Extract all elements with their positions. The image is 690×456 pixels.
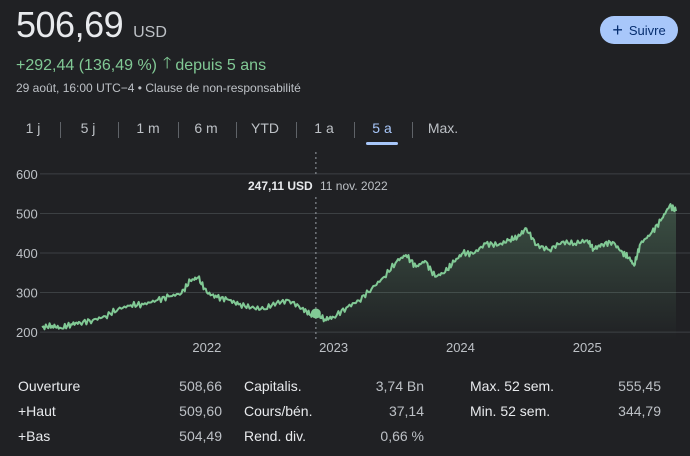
tab-divider — [236, 122, 237, 138]
chart-tooltip: 247,11 USD 11 nov. 2022 — [240, 175, 396, 197]
stat-label-pe: Cours/bén. — [244, 403, 313, 419]
plus-icon: + — [612, 20, 623, 40]
tab-1m[interactable]: 1 m — [136, 120, 160, 136]
stat-value-52w-low: 344,79 — [618, 403, 661, 419]
chart-series-line — [41, 203, 677, 331]
price-change: +292,44 (136,49 %) 🡑 depuis 5 ans — [16, 52, 266, 79]
tab-divider — [412, 122, 413, 138]
range-tabs: 1 j 5 j 1 m 6 m YTD 1 a 5 a Max. — [0, 116, 690, 145]
chart-area-fill — [315, 204, 676, 340]
change-value: +292,44 (136,49 %) — [16, 56, 157, 74]
timestamp: 29 août, 16:00 UTC−4 — [16, 81, 135, 95]
tab-divider — [354, 122, 355, 138]
follow-label: Suivre — [628, 22, 666, 38]
tab-6m[interactable]: 6 m — [194, 120, 218, 136]
y-tick-label: 500 — [16, 206, 38, 221]
tab-divider — [118, 122, 119, 138]
stat-label-dividend: Rend. div. — [244, 428, 306, 444]
arrow-up-icon: 🡑 — [163, 55, 172, 72]
stat-label-52w-high: Max. 52 sem. — [470, 378, 555, 394]
stat-label-low: +Bas — [18, 428, 51, 444]
stat-label-open: Ouverture — [18, 378, 81, 394]
separator-dot: • — [137, 81, 142, 95]
tooltip-date: 11 nov. 2022 — [320, 179, 388, 193]
follow-button[interactable]: + Suivre — [600, 16, 678, 44]
y-tick-label: 400 — [16, 246, 38, 261]
tooltip-value: 247,11 USD — [248, 179, 313, 193]
tab-1a[interactable]: 1 a — [314, 120, 334, 136]
x-tick-label: 2022 — [192, 340, 221, 355]
currency-label: USD — [133, 24, 167, 41]
y-axis-labels: 200 300 400 500 600 — [16, 167, 38, 340]
change-period: depuis 5 ans — [175, 56, 267, 74]
stat-value-market-cap: 3,74 Bn — [375, 378, 424, 394]
stat-value-low: 504,49 — [179, 428, 222, 444]
tab-ytd[interactable]: YTD — [251, 120, 279, 136]
stat-value-high: 509,60 — [179, 403, 222, 419]
x-axis-labels: 2022 2023 2024 2025 — [192, 340, 601, 355]
tab-5a[interactable]: 5 a — [366, 116, 398, 145]
tab-divider — [60, 122, 61, 138]
meta-line: 29 août, 16:00 UTC−4 • Clause de non-res… — [16, 81, 301, 95]
x-tick-label: 2023 — [319, 340, 348, 355]
stat-value-open: 508,66 — [179, 378, 222, 394]
stat-label-market-cap: Capitalis. — [244, 378, 302, 394]
stat-value-dividend: 0,66 % — [380, 428, 424, 444]
highlight-point — [310, 308, 321, 319]
y-tick-label: 300 — [16, 286, 38, 301]
tab-divider — [178, 122, 179, 138]
price-chart[interactable]: 200 300 400 500 600 2022 2023 2024 2025 247,11 … — [0, 150, 690, 360]
tab-1j[interactable]: 1 j — [25, 120, 41, 136]
x-tick-label: 2024 — [446, 340, 475, 355]
y-tick-label: 200 — [16, 325, 38, 340]
stat-label-high: +Haut — [18, 403, 56, 419]
stat-value-pe: 37,14 — [388, 403, 424, 419]
current-price: 506,69 — [16, 4, 124, 45]
tab-5j[interactable]: 5 j — [80, 120, 96, 136]
price-header: 506,69 USD — [16, 4, 167, 46]
stat-label-52w-low: Min. 52 sem. — [470, 403, 551, 419]
x-tick-label: 2025 — [573, 340, 602, 355]
tab-max[interactable]: Max. — [427, 120, 459, 136]
tab-divider — [296, 122, 297, 138]
stat-value-52w-high: 555,45 — [618, 378, 661, 394]
disclaimer-link[interactable]: Clause de non-responsabilité — [145, 81, 301, 95]
y-tick-label: 600 — [16, 167, 38, 182]
